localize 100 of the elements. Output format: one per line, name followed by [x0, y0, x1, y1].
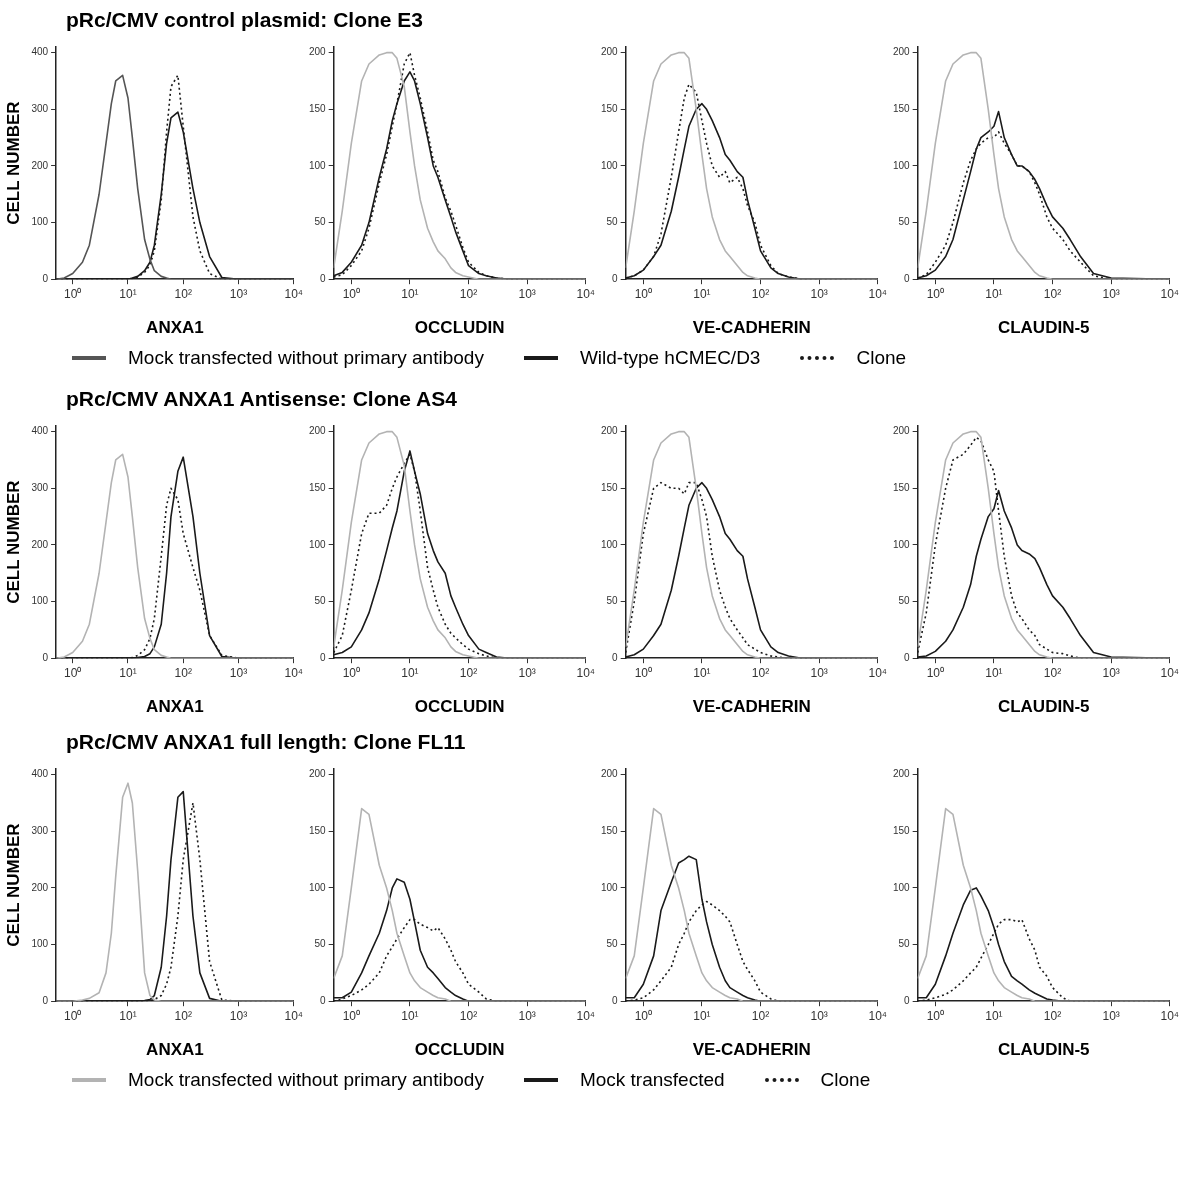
x-tick-label: 10⁰ [64, 1008, 82, 1023]
y-tick-label: 150 [309, 825, 327, 837]
y-tick-label: 150 [601, 103, 619, 115]
x-axis-title: VE-CADHERIN [692, 697, 811, 717]
x-tick-label: 10² [174, 665, 192, 680]
x-tick-label: 10⁴ [868, 286, 888, 301]
y-tick-label: 400 [31, 46, 49, 58]
x-tick-label: 10² [751, 286, 770, 301]
y-tick-label: 0 [904, 651, 911, 663]
x-tick-label: 10³ [810, 665, 828, 680]
y-tick-label: 200 [893, 46, 911, 58]
x-tick-label: 10² [1043, 1008, 1062, 1023]
legend-label: Mock transfected [579, 1069, 725, 1091]
y-tick-label: 200 [309, 46, 327, 58]
x-axis-title: CLAUDIN-5 [997, 318, 1090, 338]
x-tick-label: 10² [1043, 665, 1062, 680]
y-tick-label: 300 [31, 103, 49, 115]
x-axis-title: VE-CADHERIN [692, 318, 811, 338]
y-tick-label: 100 [31, 595, 49, 607]
x-tick-label: 10² [459, 286, 478, 301]
x-tick-label: 10¹ [119, 286, 137, 301]
y-tick-label: 50 [314, 216, 327, 228]
y-tick-label: 200 [31, 159, 49, 171]
x-axis-title: ANXA1 [146, 697, 204, 717]
y-tick-label: 50 [606, 938, 619, 950]
x-tick-label: 10² [174, 286, 192, 301]
y-tick-label: 100 [893, 159, 911, 171]
y-tick-label: 200 [601, 46, 619, 58]
y-tick-label: 200 [601, 425, 619, 437]
y-axis-title: CELL NUMBER [3, 101, 23, 225]
y-tick-label: 50 [898, 595, 911, 607]
y-tick-label: 150 [601, 825, 619, 837]
x-tick-label: 10⁰ [634, 1008, 653, 1023]
y-tick-label: 400 [31, 425, 49, 437]
x-tick-label: 10⁰ [926, 665, 945, 680]
y-tick-label: 150 [893, 103, 911, 115]
y-tick-label: 0 [904, 272, 911, 284]
y-tick-label: 50 [898, 216, 911, 228]
y-tick-label: 0 [612, 272, 619, 284]
x-tick-label: 10³ [810, 1008, 828, 1023]
y-tick-label: 100 [31, 216, 49, 228]
y-tick-label: 100 [893, 881, 911, 893]
x-tick-label: 10¹ [693, 286, 711, 301]
x-tick-label: 10³ [518, 665, 536, 680]
x-tick-label: 10¹ [401, 665, 419, 680]
y-tick-label: 100 [309, 538, 327, 550]
x-tick-label: 10⁴ [576, 665, 596, 680]
x-tick-label: 10⁴ [576, 1008, 596, 1023]
y-tick-label: 400 [31, 768, 49, 780]
y-tick-label: 150 [601, 482, 619, 494]
y-tick-label: 0 [42, 272, 49, 284]
y-tick-label: 0 [320, 272, 327, 284]
x-tick-label: 10¹ [985, 286, 1003, 301]
x-axis-title: VE-CADHERIN [692, 1040, 811, 1060]
y-tick-label: 100 [31, 938, 49, 950]
chart-title: pRc/CMV ANXA1 full length: Clone FL11 [66, 730, 467, 754]
x-axis-title: OCCLUDIN [414, 697, 505, 717]
x-tick-label: 10² [751, 1008, 770, 1023]
y-tick-label: 300 [31, 482, 49, 494]
x-tick-label: 10¹ [401, 286, 419, 301]
y-tick-label: 150 [893, 825, 911, 837]
x-tick-label: 10⁴ [868, 665, 888, 680]
x-tick-label: 10¹ [985, 665, 1003, 680]
x-tick-label: 10² [459, 1008, 478, 1023]
x-tick-label: 10¹ [119, 1008, 137, 1023]
y-tick-label: 200 [893, 425, 911, 437]
y-tick-label: 100 [309, 159, 327, 171]
y-tick-label: 0 [612, 994, 619, 1006]
y-tick-label: 0 [42, 994, 49, 1006]
x-tick-label: 10² [1043, 286, 1062, 301]
y-tick-label: 150 [893, 482, 911, 494]
x-tick-label: 10⁰ [342, 665, 361, 680]
legend-label: Clone [820, 1069, 871, 1091]
x-tick-label: 10⁰ [342, 1008, 361, 1023]
y-tick-label: 0 [42, 651, 49, 663]
x-tick-label: 10³ [518, 1008, 536, 1023]
x-tick-label: 10³ [1102, 286, 1120, 301]
y-tick-label: 100 [601, 881, 619, 893]
x-tick-label: 10⁰ [634, 286, 653, 301]
x-axis-title: OCCLUDIN [414, 318, 505, 338]
x-tick-label: 10¹ [401, 1008, 419, 1023]
y-tick-label: 150 [309, 103, 327, 115]
y-tick-label: 200 [31, 881, 49, 893]
y-tick-label: 50 [314, 938, 327, 950]
x-tick-label: 10¹ [693, 1008, 711, 1023]
x-tick-label: 10⁰ [64, 665, 82, 680]
y-tick-label: 0 [320, 651, 327, 663]
x-tick-label: 10⁴ [284, 1008, 304, 1023]
x-axis-title: OCCLUDIN [414, 1040, 505, 1060]
x-tick-label: 10³ [518, 286, 536, 301]
x-tick-label: 10³ [1102, 1008, 1120, 1023]
x-tick-label: 10³ [810, 286, 828, 301]
x-tick-label: 10⁴ [284, 665, 304, 680]
y-tick-label: 200 [601, 768, 619, 780]
x-tick-label: 10⁰ [926, 286, 945, 301]
x-tick-label: 10¹ [119, 665, 137, 680]
x-axis-title: ANXA1 [146, 318, 204, 338]
y-tick-label: 150 [309, 482, 327, 494]
x-tick-label: 10¹ [693, 665, 711, 680]
x-tick-label: 10³ [229, 286, 248, 301]
